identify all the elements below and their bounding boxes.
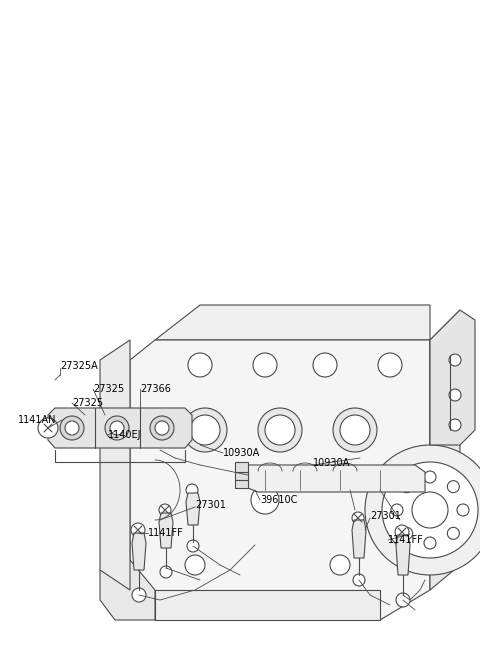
Circle shape — [65, 421, 79, 435]
Text: 27325: 27325 — [93, 384, 124, 394]
Circle shape — [395, 525, 409, 539]
Text: 27366: 27366 — [140, 384, 171, 394]
Circle shape — [265, 415, 295, 445]
Circle shape — [132, 588, 146, 602]
Text: 1141FF: 1141FF — [388, 535, 424, 545]
Text: 27325A: 27325A — [60, 361, 98, 371]
Circle shape — [190, 415, 220, 445]
Polygon shape — [352, 520, 366, 558]
Circle shape — [131, 523, 145, 537]
Polygon shape — [132, 533, 146, 570]
Circle shape — [396, 593, 410, 607]
Circle shape — [313, 353, 337, 377]
Circle shape — [449, 389, 461, 401]
Circle shape — [185, 555, 205, 575]
Text: 27325: 27325 — [72, 398, 103, 408]
Text: 1140EJ: 1140EJ — [108, 430, 142, 440]
Circle shape — [412, 492, 448, 528]
Circle shape — [401, 527, 413, 539]
Circle shape — [330, 555, 350, 575]
Circle shape — [333, 408, 377, 452]
Circle shape — [382, 462, 478, 558]
Circle shape — [155, 421, 169, 435]
Circle shape — [457, 504, 469, 516]
Polygon shape — [186, 493, 200, 525]
Circle shape — [183, 408, 227, 452]
Text: 1141FF: 1141FF — [148, 528, 184, 538]
Polygon shape — [248, 465, 425, 492]
Circle shape — [378, 353, 402, 377]
Circle shape — [447, 481, 459, 493]
Circle shape — [340, 415, 370, 445]
Polygon shape — [130, 340, 430, 620]
Polygon shape — [100, 560, 155, 620]
Circle shape — [160, 566, 172, 578]
Circle shape — [365, 445, 480, 575]
Polygon shape — [430, 310, 460, 590]
Circle shape — [447, 527, 459, 539]
Polygon shape — [100, 340, 130, 590]
Polygon shape — [48, 408, 192, 448]
Circle shape — [391, 504, 403, 516]
Polygon shape — [155, 305, 430, 340]
Polygon shape — [396, 535, 410, 575]
Circle shape — [60, 416, 84, 440]
Circle shape — [188, 353, 212, 377]
Circle shape — [38, 418, 58, 438]
Text: 10930A: 10930A — [223, 448, 260, 458]
Circle shape — [110, 421, 124, 435]
Circle shape — [424, 537, 436, 549]
Circle shape — [251, 486, 279, 514]
Polygon shape — [155, 590, 380, 620]
Text: 39610C: 39610C — [260, 495, 298, 505]
Circle shape — [424, 471, 436, 483]
Polygon shape — [235, 462, 248, 488]
Circle shape — [401, 481, 413, 493]
Circle shape — [352, 512, 364, 524]
Circle shape — [159, 504, 171, 516]
Text: 27301: 27301 — [370, 511, 401, 521]
Circle shape — [449, 419, 461, 431]
Text: 27301: 27301 — [195, 500, 226, 510]
Circle shape — [187, 540, 199, 552]
Circle shape — [353, 574, 365, 586]
Circle shape — [449, 354, 461, 366]
Circle shape — [105, 416, 129, 440]
Circle shape — [150, 416, 174, 440]
Circle shape — [186, 484, 198, 496]
Text: 1141AN: 1141AN — [18, 415, 57, 425]
Circle shape — [253, 353, 277, 377]
Polygon shape — [430, 310, 475, 445]
Text: 10930A: 10930A — [313, 458, 350, 468]
Polygon shape — [159, 513, 173, 548]
Circle shape — [258, 408, 302, 452]
